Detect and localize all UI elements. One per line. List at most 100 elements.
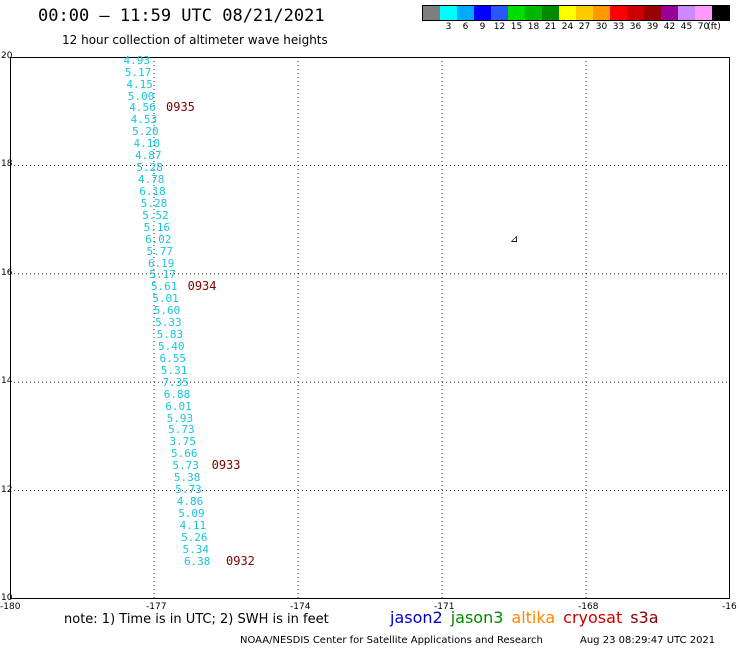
color-scale-labels: 3 6 9 12 15 18 21 24 27 30 33 36 39 42 45 70 (ft) (422, 22, 740, 34)
wave-height-label: 5.33 (155, 316, 182, 330)
color-scale-unit: (ft) (707, 22, 721, 32)
generation-timestamp: Aug 23 08:29:47 UTC 2021 (580, 635, 716, 646)
color-scale-label: 39 (646, 22, 659, 32)
color-scale-cell (610, 6, 627, 20)
wave-height-label: 5.31 (160, 363, 188, 377)
wave-height-label: 6.55 (159, 351, 186, 365)
map-panel (10, 57, 730, 599)
wave-height-label: 5.66 (170, 447, 198, 461)
wave-height-label: 5.20 (132, 125, 159, 139)
island-marker-icon: ⊿ (510, 234, 519, 245)
color-scale-cell (474, 6, 491, 20)
color-scale-label: 30 (595, 22, 608, 32)
map-grid (10, 57, 730, 599)
longitude-tick-label: -174 (290, 602, 311, 612)
mission-legend-item: cryosat (563, 608, 623, 627)
latitude-tick-label: 12 (1, 484, 13, 495)
color-scale-label: 45 (680, 22, 693, 32)
color-scale-label: 21 (544, 22, 557, 32)
color-scale-label: 36 (629, 22, 642, 32)
wave-height-label: 5.77 (146, 244, 174, 258)
wave-height-label: 5.61 (150, 280, 178, 294)
units-note: note: 1) Time is in UTC; 2) SWH is in fe… (64, 612, 329, 627)
wave-height-label: 4.53 (130, 113, 158, 127)
longitude-tick-label: -177 (146, 602, 167, 612)
color-scale-label: 27 (578, 22, 591, 32)
wave-height-label: 5.73 (175, 483, 202, 497)
wave-height-label: 6.01 (165, 399, 192, 413)
wave-height-label: 5.09 (178, 506, 205, 520)
mission-legend-item: jason2 (390, 608, 443, 627)
color-scale-cell (576, 6, 593, 20)
wave-height-label: 4.93 (123, 53, 150, 67)
color-scale-cell (508, 6, 525, 20)
latitude-tick-label: 20 (1, 51, 13, 61)
wave-height-label: 5.83 (156, 328, 184, 342)
longitude-tick-label: -168 (578, 602, 599, 612)
wave-height-label: 5.73 (168, 423, 195, 437)
wave-height-label: 5.26 (181, 530, 208, 544)
mission-legend-item: altika (511, 608, 556, 627)
color-scale-cell (440, 6, 457, 20)
wave-height-label: 5.28 (136, 161, 163, 175)
latitude-tick-label: 18 (1, 159, 13, 170)
wave-height-label: 4.10 (133, 137, 161, 151)
wave-height-label: 5.38 (173, 471, 201, 485)
color-scale-cell (593, 6, 610, 20)
wave-height-label: 7.35 (162, 375, 189, 389)
wave-height-label: 4.11 (179, 518, 207, 532)
longitude-tick-label: -16 (722, 602, 737, 612)
color-scale-label: 18 (527, 22, 540, 32)
wave-height-label: 4.15 (126, 77, 153, 91)
wave-height-label: 6.38 (183, 554, 211, 568)
latitude-tick-label: 14 (1, 376, 13, 387)
wave-height-label: 6.88 (163, 387, 191, 401)
wave-height-label: 5.17 (149, 268, 176, 282)
color-scale-cell (695, 6, 712, 20)
pass-time-label: 0932 (226, 553, 255, 568)
wave-height-label: 4.78 (137, 173, 165, 187)
pass-time-label: 0935 (166, 100, 195, 115)
color-scale-label: 12 (493, 22, 506, 32)
wave-height-label: 5.17 (124, 65, 152, 79)
color-scale-cell (491, 6, 508, 20)
color-scale-cell (712, 6, 729, 20)
organization-credit: NOAA/NESDIS Center for Satellite Applica… (240, 635, 543, 646)
color-scale-label: 24 (561, 22, 574, 32)
wave-height-label: 5.40 (158, 339, 185, 353)
wave-height-label: 4.86 (176, 494, 204, 508)
wave-height-label: 5.16 (143, 220, 171, 234)
wave-height-label: 5.93 (166, 411, 194, 425)
mission-legend-item: s3a (630, 608, 659, 627)
color-scale-label: 15 (510, 22, 523, 32)
color-scale-cell (423, 6, 440, 20)
wave-height-label: 5.28 (140, 196, 168, 210)
wave-height-label: 3.75 (169, 435, 197, 449)
color-scale-cell (542, 6, 559, 20)
wave-height-label: 5.01 (152, 292, 179, 306)
longitude-tick-label: -180 (0, 602, 21, 612)
wave-height-label: 5.52 (142, 208, 169, 222)
latitude-tick-label: 16 (1, 267, 13, 278)
color-scale-label: 70 (697, 22, 710, 32)
wave-height-label: 5.00 (127, 89, 155, 103)
color-scale-cell (627, 6, 644, 20)
wave-height-label: 6.19 (147, 256, 175, 270)
wave-height-label: 5.60 (153, 304, 181, 318)
color-scale-label: 3 (445, 22, 452, 32)
color-scale-cell (457, 6, 474, 20)
color-scale-cell (525, 6, 542, 20)
color-scale-label: 9 (479, 22, 486, 32)
map-subtitle: 12 hour collection of altimeter wave hei… (62, 33, 328, 47)
latitude-tick-label: 10 (1, 593, 13, 603)
pass-time-label: 0933 (211, 458, 241, 473)
color-scale-bar (422, 5, 730, 21)
color-scale-cell (661, 6, 678, 20)
longitude-tick-label: -171 (434, 602, 455, 612)
map-border (10, 57, 730, 599)
map-title: 00:00 – 11:59 UTC 08/21/2021 (38, 6, 325, 26)
wave-height-label: 4.56 (129, 101, 156, 115)
color-scale-label: 42 (663, 22, 676, 32)
color-scale-label: 6 (462, 22, 469, 32)
wave-height-label: 4.87 (134, 149, 162, 163)
